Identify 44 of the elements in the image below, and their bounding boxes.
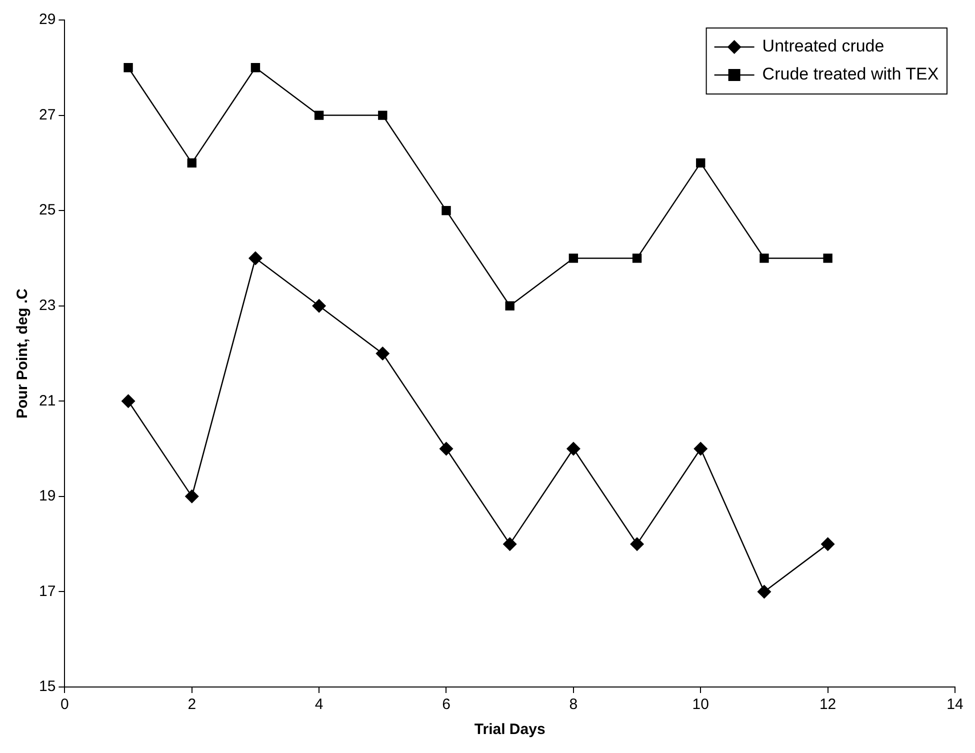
point — [442, 206, 451, 216]
point — [314, 110, 324, 120]
point — [630, 537, 644, 552]
y-tick-label: 29 — [38, 11, 56, 28]
point — [632, 254, 642, 263]
point — [760, 254, 769, 263]
point — [694, 442, 708, 456]
point — [124, 63, 133, 72]
point — [378, 110, 388, 120]
point — [184, 489, 199, 504]
x-axis-title: Trial Days — [474, 721, 546, 738]
point — [757, 584, 772, 599]
point — [823, 254, 832, 263]
y-tick-label: 23 — [38, 297, 56, 314]
x-tick-label: 0 — [60, 696, 69, 714]
x-tick-label: 10 — [692, 696, 709, 714]
x-tick-label: 6 — [442, 696, 450, 714]
x-tick-label: 14 — [946, 696, 964, 714]
x-tick-label: 12 — [819, 696, 836, 714]
point — [121, 394, 136, 408]
point — [312, 298, 326, 313]
y-tick-label: 19 — [38, 488, 56, 505]
legend-label: Untreated crude — [762, 36, 884, 56]
x-tick-label: 4 — [314, 696, 324, 714]
point — [376, 346, 390, 360]
y-tick-label: 17 — [38, 582, 56, 600]
point — [502, 537, 517, 552]
x-tick-label: 2 — [188, 696, 196, 714]
y-tick-label: 15 — [38, 678, 56, 696]
point — [568, 254, 578, 263]
point — [566, 442, 580, 456]
y-tick-label: 27 — [38, 106, 56, 124]
point — [696, 158, 706, 168]
point — [248, 251, 262, 266]
point — [250, 63, 260, 72]
point — [187, 158, 196, 168]
y-tick-label: 21 — [38, 392, 56, 410]
point — [439, 442, 454, 456]
y-axis-title: Pour Point, deg .C — [14, 288, 32, 418]
point — [820, 537, 835, 552]
x-tick-label: 8 — [569, 696, 578, 714]
point — [505, 301, 514, 310]
y-tick-label: 25 — [38, 202, 56, 219]
legend-label: Crude treated with TEX — [762, 64, 939, 84]
